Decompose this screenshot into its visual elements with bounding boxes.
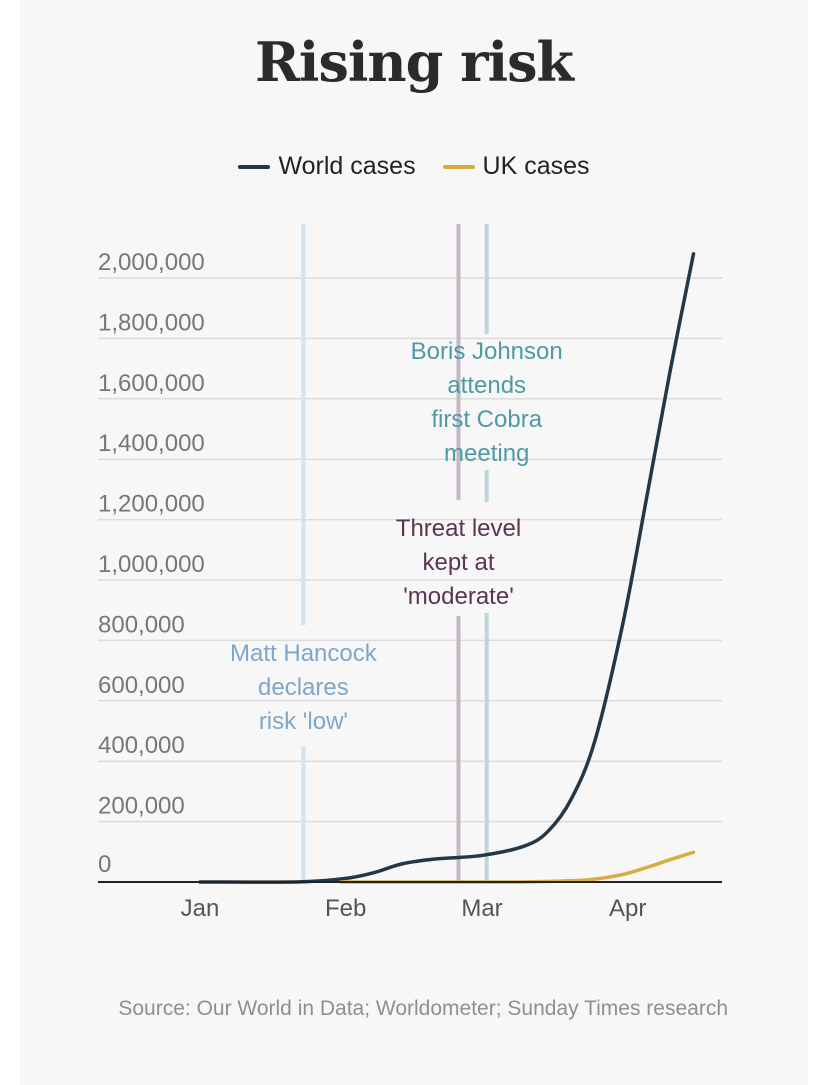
annotation-text: meeting xyxy=(444,440,529,467)
legend-item-world: World cases xyxy=(238,152,416,181)
y-tick-label: 1,600,000 xyxy=(98,370,205,397)
legend-item-uk: UK cases xyxy=(442,152,590,181)
y-tick-label: 1,800,000 xyxy=(98,309,205,336)
annotation-text: declares xyxy=(258,674,349,701)
y-tick-label: 1,200,000 xyxy=(98,491,205,518)
source-note: Source: Our World in Data; Worldometer; … xyxy=(118,997,728,1020)
annotation-text: attends xyxy=(447,372,526,399)
legend-label-world: World cases xyxy=(278,152,416,180)
y-tick-label: 400,000 xyxy=(98,732,185,759)
legend-swatch-world xyxy=(238,165,271,170)
chart-legend: World cases UK cases xyxy=(20,152,808,181)
annotation-text: Boris Johnson xyxy=(411,338,563,365)
annotation-text: 'moderate' xyxy=(403,583,514,610)
y-tick-label: 800,000 xyxy=(98,611,185,638)
y-tick-label: 600,000 xyxy=(98,672,185,699)
legend-label-uk: UK cases xyxy=(482,152,590,180)
annotation-text: risk 'low' xyxy=(259,708,348,735)
chart-title: Rising risk xyxy=(255,30,574,94)
y-tick-label: 2,000,000 xyxy=(98,249,205,276)
y-tick-label: 200,000 xyxy=(98,793,185,820)
y-tick-label: 1,400,000 xyxy=(98,430,205,457)
x-tick-label: Apr xyxy=(609,895,646,922)
x-tick-label: Mar xyxy=(461,895,502,922)
x-tick-label: Feb xyxy=(325,895,366,922)
annotation-text: first Cobra xyxy=(431,406,542,433)
world-cases-line xyxy=(198,252,696,884)
x-tick-label: Jan xyxy=(181,895,220,922)
y-tick-label: 0 xyxy=(98,851,111,878)
chart-card: Rising risk World cases UK cases Source:… xyxy=(20,0,808,1085)
annotation-text: Threat level xyxy=(396,515,521,542)
annotation-text: Matt Hancock xyxy=(230,640,378,667)
annotation-text: kept at xyxy=(422,549,494,576)
y-tick-label: 1,000,000 xyxy=(98,551,205,578)
legend-swatch-uk xyxy=(442,165,475,170)
